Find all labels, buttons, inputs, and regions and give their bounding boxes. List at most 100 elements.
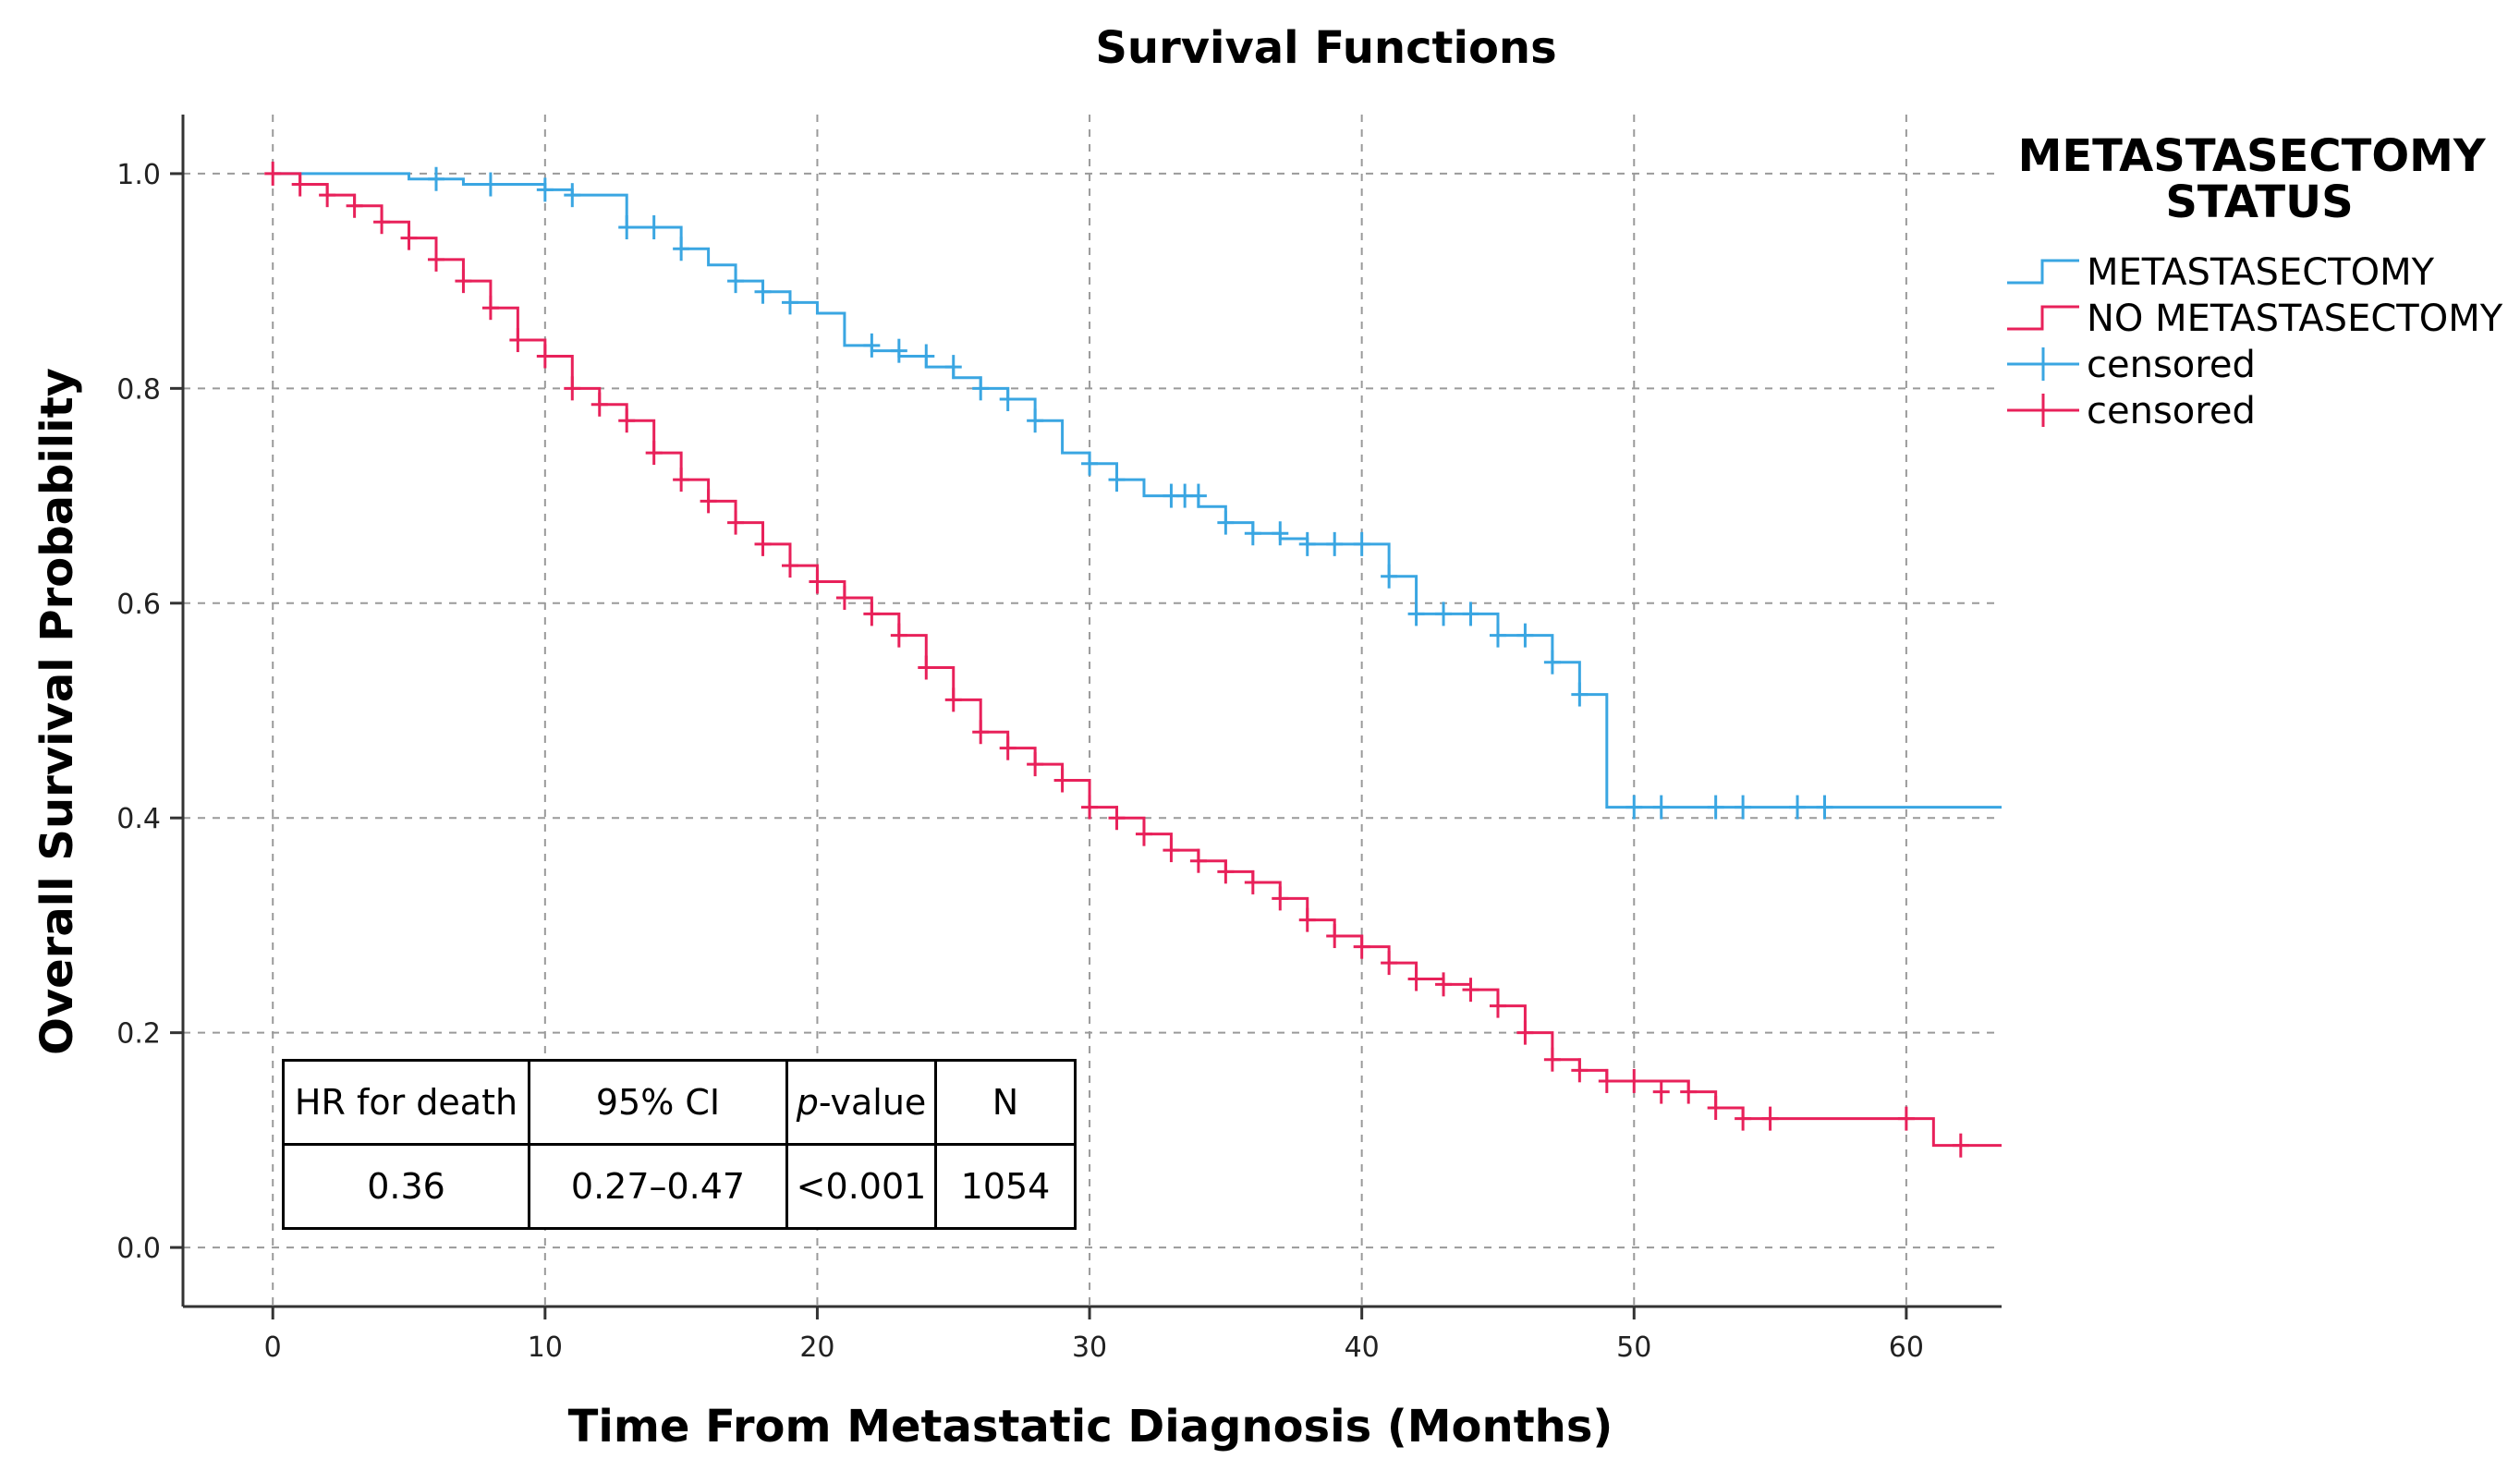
censor-mark <box>1707 1096 1724 1120</box>
censor-mark <box>944 687 962 712</box>
censor-mark <box>1244 521 1261 546</box>
censor-mark <box>1625 1068 1643 1093</box>
chart-title: Survival Functions <box>1095 22 1556 74</box>
censor-mark <box>1108 806 1126 831</box>
censor-mark <box>1735 1106 1752 1131</box>
censor-mark <box>972 720 990 745</box>
censor-mark <box>1027 408 1044 433</box>
censor-mark <box>1217 859 1235 884</box>
series-layer <box>264 161 2002 1158</box>
legend-title-line-1: METASTASECTOMY <box>2018 130 2487 182</box>
censor-mark <box>1571 682 1589 707</box>
censor-mark <box>645 215 663 240</box>
p-italic: p <box>796 1082 819 1123</box>
censor-mark <box>1298 907 1316 932</box>
censor-mark <box>264 161 282 186</box>
legend-title: METASTASECTOMY STATUS <box>2018 130 2502 228</box>
censor-mark <box>1516 623 1534 648</box>
censor-mark <box>1625 795 1643 820</box>
x-tick-label: 40 <box>1345 1331 1380 1364</box>
censor-mark <box>1381 564 1398 589</box>
censor-mark <box>346 193 363 218</box>
legend-label: NO METASTASECTOMY <box>2087 298 2503 340</box>
legend-swatch-step <box>2007 305 2079 331</box>
censor-mark <box>727 269 745 294</box>
censor-mark <box>918 655 935 680</box>
censor-mark <box>1435 602 1453 626</box>
legend-label: censored <box>2087 390 2256 432</box>
censor-mark <box>1189 848 1207 873</box>
censor-mark <box>645 441 663 466</box>
x-tick-label: 20 <box>799 1331 834 1364</box>
censor-mark <box>1081 795 1099 820</box>
y-tick-label: 0.2 <box>116 1018 161 1051</box>
legend-label: METASTASECTOMY <box>2087 251 2435 294</box>
series-line-no-metastasectomy <box>273 172 2002 1148</box>
censor-mark <box>427 166 444 191</box>
censor-mark <box>1326 924 1344 949</box>
censor-mark <box>1353 934 1370 959</box>
censor-mark <box>564 376 581 401</box>
censor-mark <box>536 344 554 369</box>
censor-mark <box>373 210 391 235</box>
censor-mark <box>700 489 717 514</box>
legend-item: NO METASTASECTOMY <box>2007 298 2503 340</box>
censor-mark <box>536 177 554 202</box>
censor-mark <box>890 623 907 648</box>
censor-mark <box>1516 1020 1534 1045</box>
censor-mark <box>1897 1106 1915 1131</box>
censor-mark <box>1189 483 1207 508</box>
legend-item: censored <box>2007 344 2256 386</box>
censor-mark <box>1353 531 1370 556</box>
censor-mark <box>727 510 745 535</box>
censor-mark <box>999 736 1017 760</box>
censor-mark <box>455 269 472 294</box>
censor-mark <box>1652 795 1670 820</box>
x-tick-label: 30 <box>1072 1331 1107 1364</box>
censor-mark <box>1462 602 1479 626</box>
censor-mark <box>1489 993 1506 1018</box>
censor-mark <box>1407 966 1425 991</box>
y-tick-label: 0.6 <box>116 589 161 621</box>
censor-mark <box>673 237 690 261</box>
series-line-metastasectomy <box>273 172 2002 809</box>
legend-swatch-step <box>2007 259 2079 285</box>
censor-mark <box>863 602 881 626</box>
y-tick-label: 0.0 <box>116 1233 161 1265</box>
censor-mark <box>1298 531 1316 556</box>
censor-mark <box>1272 521 1289 546</box>
table-value-ci: 0.27–0.47 <box>528 1143 788 1230</box>
censor-mark <box>972 376 990 401</box>
censor-mark <box>1816 795 1833 820</box>
censor-mark <box>1707 795 1724 820</box>
censor-mark <box>618 408 636 433</box>
legend-item: censored <box>2007 390 2256 432</box>
legend-title-line-2: STATUS <box>2165 176 2353 228</box>
y-tick-label: 1.0 <box>116 159 161 191</box>
censor-mark <box>427 247 444 272</box>
hazard-ratio-table: HR for death 95% CI p-value N 0.36 0.27–… <box>282 1059 1077 1230</box>
censor-mark <box>1053 768 1071 793</box>
censor-mark <box>1489 623 1506 648</box>
censor-mark <box>1244 869 1261 894</box>
censor-mark <box>509 328 527 353</box>
p-suffix: -value <box>818 1082 927 1123</box>
table-value-n: 1054 <box>934 1143 1077 1230</box>
censor-mark <box>1108 468 1126 492</box>
censor-mark <box>1761 1106 1779 1131</box>
legend-item: METASTASECTOMY <box>2007 251 2435 294</box>
censor-mark <box>781 553 798 578</box>
censor-mark <box>1163 838 1180 863</box>
censor-mark <box>1680 1079 1698 1104</box>
table-header-row: HR for death 95% CI p-value N <box>282 1059 1077 1146</box>
censor-mark <box>618 215 636 240</box>
censor-mark <box>1326 531 1344 556</box>
table-value-pvalue: <0.001 <box>785 1143 937 1230</box>
censor-mark <box>1135 821 1152 846</box>
censor-mark <box>1652 1079 1670 1104</box>
table-header-ci: 95% CI <box>528 1059 788 1146</box>
censor-mark <box>481 296 499 321</box>
